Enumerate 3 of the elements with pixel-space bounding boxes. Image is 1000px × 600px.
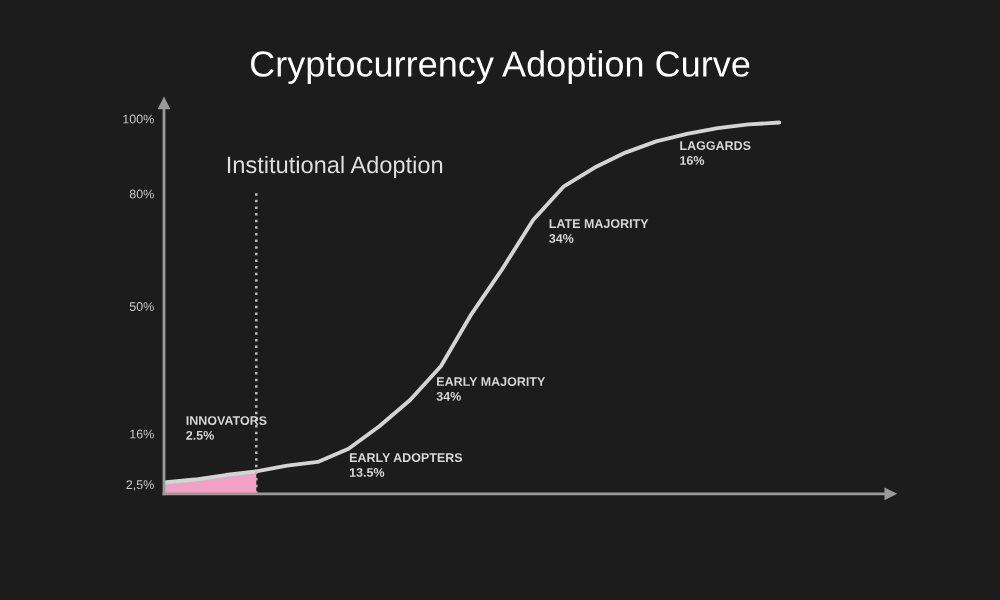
text: Institutional Adoption [227,155,443,178]
line-series [164,120,782,485]
chart-title: Cryptocurrency Adoption Curve [250,50,750,84]
